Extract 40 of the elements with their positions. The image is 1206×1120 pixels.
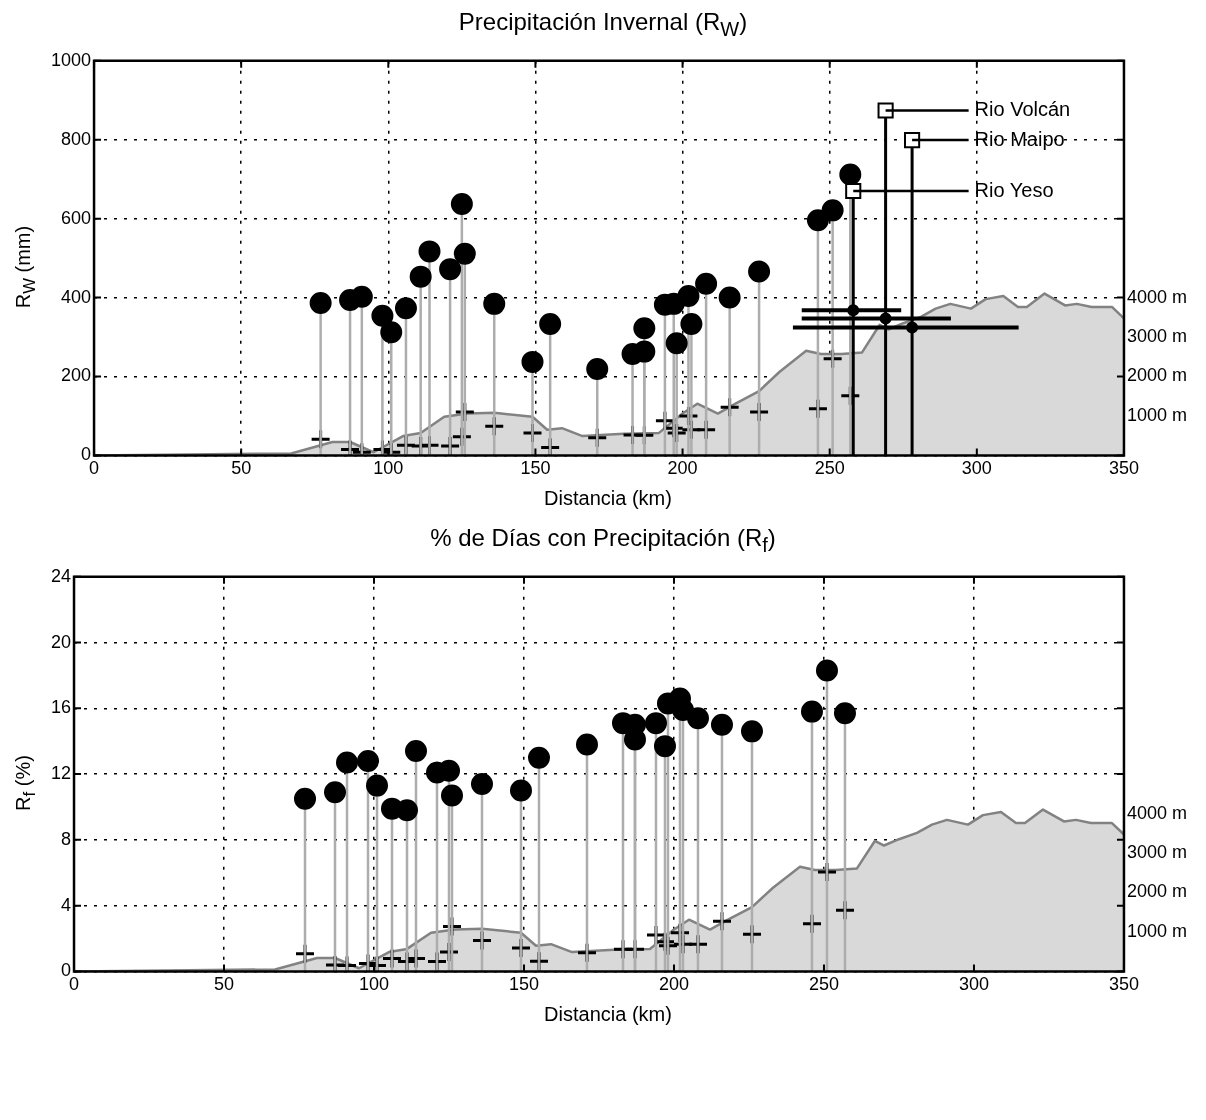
y-tick-label: 12	[50, 762, 72, 783]
x-tick-label: 300	[961, 457, 992, 478]
x-tick-label: 50	[214, 973, 235, 994]
y2-tick-label: 4000 m	[1126, 802, 1188, 823]
x-tick-label: 350	[1108, 457, 1139, 478]
y-tick-label: 4	[61, 894, 72, 915]
x-tick-label: 250	[808, 973, 839, 994]
y-tick-label: 400	[61, 286, 92, 307]
x-tick-label: 150	[520, 457, 551, 478]
x-tick-label: 250	[814, 457, 845, 478]
y2-tick-label: 1000 m	[1126, 404, 1188, 425]
y-tick-label: 800	[61, 128, 92, 149]
annotation: Rio Maipo	[974, 127, 1065, 150]
x-tick-label: 150	[508, 973, 540, 994]
x-tick-label: 50	[231, 457, 252, 478]
y2-tick-label: 3000 m	[1126, 325, 1188, 346]
x-tick-label: 200	[658, 973, 690, 994]
y2-tick-label: 2000 m	[1126, 881, 1188, 902]
y-tick-label: 20	[50, 631, 72, 652]
y2-tick-label: 3000 m	[1126, 841, 1188, 862]
x-tick-label: 350	[1108, 973, 1139, 994]
x-axis-title: Distancia (km)	[543, 486, 673, 510]
x-axis-title: Distancia (km)	[543, 1002, 673, 1026]
chart-title: Precipitación Invernal (R$_{W}$)	[457, 8, 749, 41]
annotation: Rio Volcán	[974, 97, 1071, 120]
y-tick-label: 600	[61, 207, 92, 228]
y2-tick-label: 2000 m	[1126, 365, 1188, 386]
x-tick-label: 100	[358, 973, 390, 994]
y-tick-label: 8	[61, 828, 72, 849]
x-tick-label: 300	[958, 973, 989, 994]
chart-title: % de Días con Precipitación (R$_{f}$)	[429, 523, 777, 557]
y-tick-label: 200	[61, 365, 92, 386]
y2-tick-label: 1000 m	[1126, 920, 1188, 941]
y-tick-label: 24	[50, 565, 72, 586]
x-tick-label: 100	[373, 457, 404, 478]
x-tick-label: 200	[667, 457, 698, 478]
y-tick-label: 16	[50, 696, 72, 717]
y-tick-label: 1000	[51, 49, 92, 70]
y2-tick-label: 4000 m	[1126, 286, 1188, 307]
annotation: Rio Yeso	[974, 178, 1054, 201]
